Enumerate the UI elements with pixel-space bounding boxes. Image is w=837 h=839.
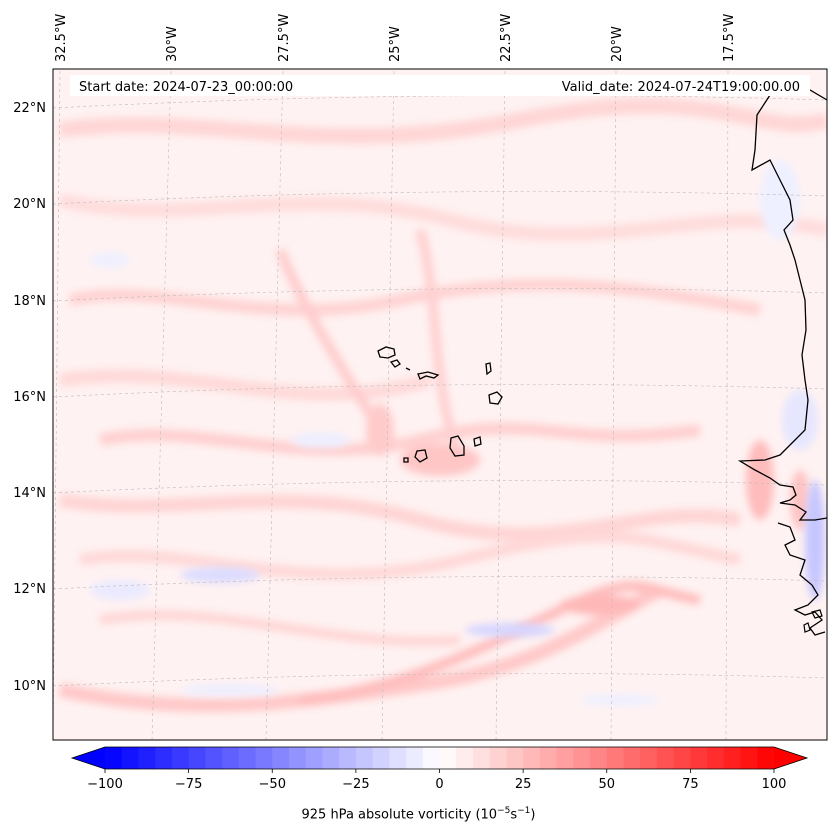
colorbar-segment [171, 747, 190, 769]
colorbar-tick-label: 75 [682, 777, 699, 792]
lon-label: 20°W [610, 26, 625, 62]
colorbar-tick-label: −100 [87, 777, 123, 792]
lat-label: 20°N [13, 197, 46, 212]
colorbar-segment [255, 747, 273, 769]
island-santa-luzia [405, 367, 411, 371]
colorbar-segment [205, 747, 223, 769]
colorbar-tick-label: −50 [259, 777, 286, 792]
island-fogo [414, 449, 428, 463]
colorbar-segment [757, 747, 775, 769]
colorbar-segment [305, 747, 323, 769]
colorbar-segment [238, 747, 257, 769]
colorbar-segment [406, 747, 424, 769]
lon-label: 22.5°W [499, 14, 514, 62]
colorbar-segment [222, 747, 240, 769]
colorbar-segment [439, 747, 457, 769]
header-box [70, 75, 810, 96]
colorbar-segment [322, 747, 340, 769]
lat-label: 12°N [13, 582, 46, 597]
colorbar-segment [155, 747, 173, 769]
colorbar-segment [506, 747, 524, 769]
colorbar-segment [272, 747, 290, 769]
vorticity-streaks [58, 97, 827, 713]
colorbar-extend-max [774, 747, 807, 769]
lon-label: 30°W [165, 26, 180, 62]
island-santiago [449, 435, 465, 457]
colorbar-segment [138, 747, 156, 769]
colorbar-tick-label: 50 [598, 777, 615, 792]
graticule [53, 69, 827, 740]
island-santo-antao [377, 346, 396, 359]
colorbar-tick-label: 25 [515, 777, 532, 792]
colorbar-tick-label: −75 [175, 777, 202, 792]
colorbar-segment [606, 747, 624, 769]
colorbar-extend-min [72, 747, 105, 769]
colorbar-ticks: −100 −75 −50 −25 0 25 50 75 100 [87, 769, 786, 792]
lon-label: 25°W [388, 26, 403, 62]
colorbar-segment [673, 747, 691, 769]
colorbar-segment [422, 747, 440, 769]
colorbar-segment [121, 747, 139, 769]
colorbar-segment [456, 747, 474, 769]
colorbar-segment [355, 747, 374, 769]
colorbar-segment [105, 747, 123, 769]
island-sao-vicente [389, 359, 401, 368]
colorbar-segment [288, 747, 307, 769]
colorbar-segment [656, 747, 675, 769]
colorbar-segment [523, 747, 541, 769]
colorbar-segment [539, 747, 558, 769]
colorbar-segment [573, 747, 591, 769]
colorbar-label: 925 hPa absolute vorticity (10−5s−1) [301, 806, 536, 823]
colorbar-tick-label: 100 [762, 777, 787, 792]
colorbar-tick-label: 0 [435, 777, 443, 792]
island-sal [485, 362, 492, 376]
colorbar-segment [472, 747, 491, 769]
lon-label: 17.5°W [722, 14, 737, 62]
map-frame [52, 68, 828, 741]
lon-label: 27.5°W [277, 14, 292, 62]
lat-label: 22°N [13, 101, 46, 116]
colorbar-segment [707, 747, 725, 769]
lat-label: 16°N [13, 390, 46, 405]
colorbar-segment [723, 747, 742, 769]
start-date: Start date: 2024-07-23_00:00:00 [79, 80, 293, 95]
lon-label: 32.5°W [54, 14, 69, 62]
bijagos-islands [803, 609, 823, 633]
colorbar: −100 −75 −50 −25 0 25 50 75 100 [70, 746, 809, 792]
island-brava [403, 457, 409, 463]
colorbar-segment [188, 747, 206, 769]
valid-date: Valid_date: 2024-07-24T19:00:00.00 [562, 80, 800, 95]
latitude-labels: 22°N 20°N 18°N 16°N 14°N 12°N 10°N [13, 101, 46, 694]
colorbar-segment [590, 747, 608, 769]
colorbar-segment [389, 747, 407, 769]
vorticity-field [53, 69, 827, 740]
cape-verde-islands [377, 346, 503, 463]
island-boa-vista [488, 391, 503, 405]
colorbar-segment [372, 747, 390, 769]
island-sao-nicolau [417, 371, 440, 380]
colorbar-segment [640, 747, 658, 769]
longitude-labels: 32.5°W 30°W 27.5°W 25°W 22.5°W 20°W 17.5… [54, 14, 737, 62]
colorbar-tick-label: −25 [342, 777, 369, 792]
colorbar-segments [105, 747, 775, 769]
lat-label: 14°N [13, 486, 46, 501]
colorbar-segment [339, 747, 357, 769]
coastline-mainland [737, 83, 827, 521]
negative-vorticity-patches [90, 160, 825, 706]
island-maio [473, 436, 482, 447]
lat-label: 18°N [13, 294, 46, 309]
lat-label: 10°N [13, 679, 46, 694]
colorbar-segment [740, 747, 758, 769]
colorbar-segment [556, 747, 574, 769]
colorbar-segment [489, 747, 507, 769]
coastline-guinea [777, 522, 826, 636]
colorbar-segment [690, 747, 708, 769]
colorbar-segment [623, 747, 641, 769]
